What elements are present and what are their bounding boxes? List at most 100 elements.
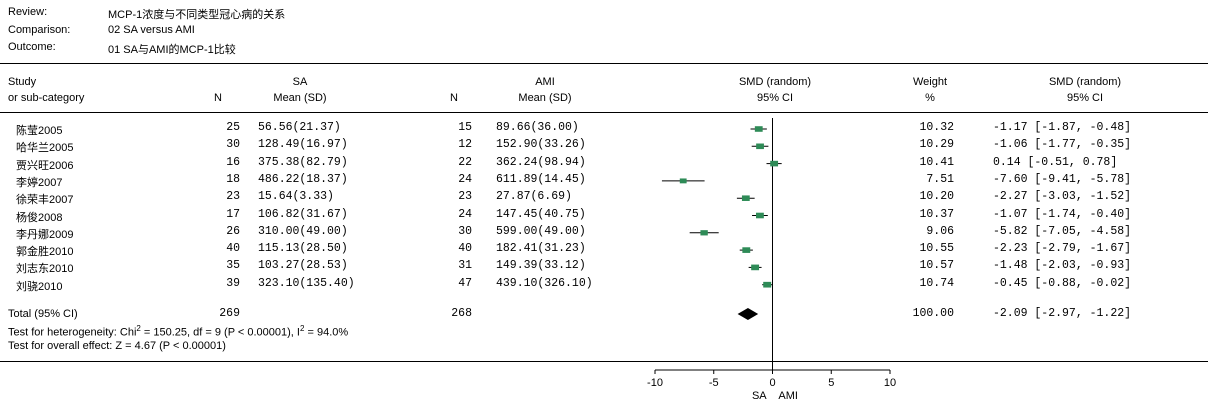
header-group2: AMI <box>535 76 555 88</box>
group2-n: 22 <box>458 155 472 169</box>
group1-mean-sd: 323.10(135.40) <box>258 276 355 290</box>
header-plot-ci: 95% CI <box>756 92 794 104</box>
group2-mean-sd: 599.00(49.00) <box>496 224 586 238</box>
total-weight: 100.00 <box>912 307 954 320</box>
study-name: 贾兴旺2006 <box>16 159 74 172</box>
x-tick-label: -10 <box>647 377 663 389</box>
header-subcategory: or sub-category <box>8 92 85 104</box>
study-name: 刘志东2010 <box>16 263 74 276</box>
group1-n: 17 <box>226 207 240 221</box>
study-name: 李婷2007 <box>16 176 63 189</box>
study-ci: 0.14 [-0.51, 0.78] <box>993 155 1118 169</box>
study-name: 李丹娜2009 <box>16 228 74 241</box>
review-value: MCP-1浓度与不同类型冠心病的关系 <box>108 9 286 21</box>
effect-marker <box>741 195 750 201</box>
group2-mean-sd: 182.41(31.23) <box>496 242 586 256</box>
group1-mean-sd: 56.56(21.37) <box>258 121 341 134</box>
group1-n: 40 <box>226 242 240 256</box>
study-weight: 7.51 <box>926 172 954 186</box>
x-label-right: AMI <box>778 390 798 402</box>
group2-mean-sd: 27.87(6.69) <box>496 190 572 204</box>
header-effect: SMD (random) <box>1048 76 1122 88</box>
pooled-diamond <box>737 308 759 320</box>
header-plot: SMD (random) <box>738 76 812 88</box>
header-effect-ci: 95% CI <box>1066 92 1104 104</box>
study-ci: -1.17 [-1.87, -0.48] <box>993 121 1132 134</box>
study-ci: -2.27 [-3.03, -1.52] <box>993 190 1132 204</box>
study-name: 郭金胜2010 <box>16 246 74 259</box>
group2-n: 40 <box>458 242 472 256</box>
outcome-value: 01 SA与AMI的MCP-1比较 <box>108 44 236 56</box>
group2-n: 24 <box>458 172 472 186</box>
group2-n: 12 <box>458 138 472 152</box>
header-weight-unit: % <box>925 92 935 104</box>
study-name: 徐荣丰2007 <box>16 194 74 207</box>
total-n1: 269 <box>219 307 240 320</box>
group1-n: 23 <box>226 190 240 204</box>
group1-mean-sd: 310.00(49.00) <box>258 224 348 238</box>
group2-n: 30 <box>458 224 472 238</box>
effect-marker <box>751 264 760 271</box>
group1-mean-sd: 375.38(82.79) <box>258 155 348 169</box>
group2-n: 47 <box>458 276 472 290</box>
group1-mean-sd: 115.13(28.50) <box>258 242 348 256</box>
effect-marker <box>756 212 764 219</box>
header-group1-n: N <box>214 92 222 104</box>
group1-n: 25 <box>226 121 240 134</box>
study-weight: 10.74 <box>919 276 954 290</box>
study-weight: 10.29 <box>919 138 954 152</box>
group2-mean-sd: 147.45(40.75) <box>496 207 586 221</box>
study-ci: -1.48 [-2.03, -0.93] <box>993 259 1132 273</box>
study-weight: 10.20 <box>919 190 954 204</box>
study-ci: -2.23 [-2.79, -1.67] <box>993 242 1132 256</box>
group1-mean-sd: 128.49(16.97) <box>258 138 348 152</box>
header-study: Study <box>8 76 37 88</box>
study-weight: 10.55 <box>919 242 954 256</box>
top-rule <box>0 63 1208 64</box>
group2-n: 31 <box>458 259 472 273</box>
group2-mean-sd: 152.90(33.26) <box>496 138 586 152</box>
header-group2-n: N <box>450 92 458 104</box>
effect-marker <box>742 247 751 253</box>
group1-n: 35 <box>226 259 240 273</box>
group1-n: 39 <box>226 276 240 290</box>
comparison-value: 02 SA versus AMI <box>108 24 195 36</box>
group2-n: 24 <box>458 207 472 221</box>
study-weight: 9.06 <box>926 224 954 238</box>
outcome-label: Outcome: <box>8 41 56 53</box>
study-weight: 10.57 <box>919 259 954 273</box>
study-name: 哈华兰2005 <box>16 142 74 155</box>
group2-mean-sd: 439.10(326.10) <box>496 276 593 290</box>
group2-n: 23 <box>458 190 472 204</box>
header-group1-mean: Mean (SD) <box>273 92 327 104</box>
group2-mean-sd: 149.39(33.12) <box>496 259 586 273</box>
study-ci: -0.45 [-0.88, -0.02] <box>993 276 1132 290</box>
group2-mean-sd: 89.66(36.00) <box>496 121 579 134</box>
group2-mean-sd: 362.24(98.94) <box>496 155 586 169</box>
study-ci: -1.06 [-1.77, -0.35] <box>993 138 1132 152</box>
group1-n: 16 <box>226 155 240 169</box>
effect-marker <box>679 178 687 184</box>
x-tick-label: -5 <box>709 377 719 389</box>
total-label: Total (95% CI) <box>8 308 78 320</box>
group1-mean-sd: 103.27(28.53) <box>258 259 348 273</box>
comparison-label: Comparison: <box>8 24 71 36</box>
group2-mean-sd: 611.89(14.45) <box>496 172 586 186</box>
study-weight: 10.41 <box>919 155 954 169</box>
effect-marker <box>700 230 708 236</box>
study-ci: -1.07 [-1.74, -0.40] <box>993 207 1132 221</box>
header-group1: SA <box>292 76 308 88</box>
study-name: 杨俊2008 <box>16 211 63 224</box>
heterogeneity-text: Test for heterogeneity: Chi <box>8 326 137 339</box>
effect-marker <box>756 143 764 150</box>
overall-effect-test: Test for overall effect: Z = 4.67 (P < 0… <box>8 340 226 352</box>
review-label: Review: <box>8 6 48 18</box>
group1-n: 18 <box>226 172 240 186</box>
header-rule <box>0 112 1208 113</box>
total-ci: -2.09 [-2.97, -1.22] <box>993 307 1132 320</box>
x-tick-label: 5 <box>828 377 834 389</box>
group2-n: 15 <box>458 121 472 134</box>
heterogeneity-sup: 2 <box>136 324 141 333</box>
group1-n: 26 <box>226 224 240 238</box>
study-weight: 10.32 <box>919 121 954 134</box>
